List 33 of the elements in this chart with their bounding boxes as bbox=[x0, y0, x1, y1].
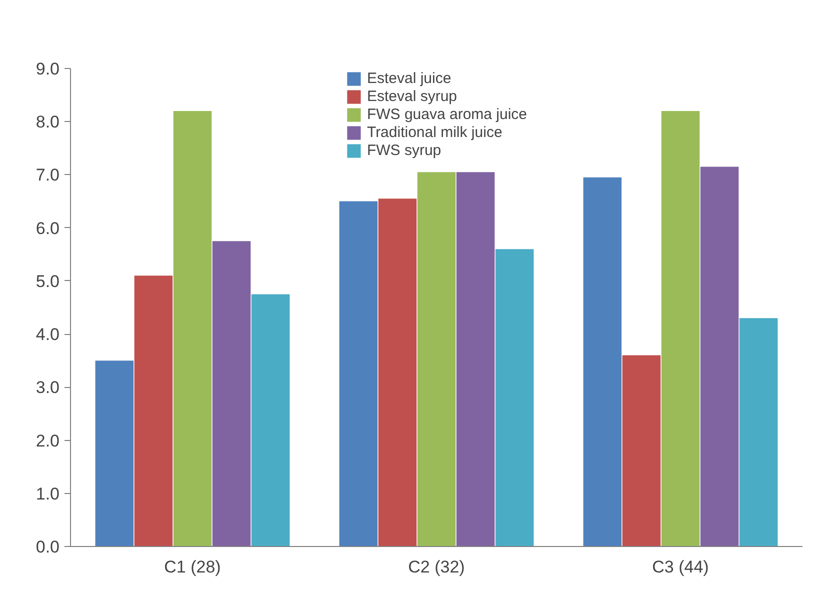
legend-label: Traditional milk juice bbox=[366, 124, 502, 141]
y-tick-label: 5.0 bbox=[36, 272, 60, 291]
y-tick-label: 2.0 bbox=[36, 431, 60, 450]
bar bbox=[583, 177, 622, 546]
legend-label: FWS guava aroma juice bbox=[366, 106, 528, 123]
legend-label: Esteval juice bbox=[366, 70, 452, 87]
x-tick-label: C3 (44) bbox=[652, 558, 709, 576]
x-tick-label: C1 (28) bbox=[164, 558, 221, 576]
y-tick-label: 3.0 bbox=[36, 378, 60, 398]
bar bbox=[622, 355, 661, 546]
bar bbox=[134, 276, 173, 546]
y-tick-label: 0.0 bbox=[36, 538, 60, 556]
bar bbox=[417, 172, 456, 546]
bar bbox=[173, 110, 212, 546]
bar bbox=[700, 166, 739, 546]
bar bbox=[251, 294, 290, 546]
y-tick-label: 7.0 bbox=[36, 166, 60, 185]
bar bbox=[212, 241, 251, 546]
y-tick-label: 1.0 bbox=[36, 484, 60, 504]
y-tick-label: 9.0 bbox=[36, 60, 60, 78]
y-tick-label: 6.0 bbox=[36, 218, 60, 238]
bar bbox=[456, 172, 495, 546]
bar bbox=[661, 110, 700, 546]
bar bbox=[339, 201, 378, 546]
legend-label: Esteval syrup bbox=[366, 88, 458, 105]
bar bbox=[378, 198, 417, 546]
bar bbox=[739, 318, 778, 546]
bar bbox=[95, 360, 134, 546]
legend-label: FWS syrup bbox=[366, 142, 442, 159]
bar bbox=[495, 249, 534, 546]
y-tick-label: 8.0 bbox=[36, 112, 60, 132]
y-tick-label: 4.0 bbox=[36, 325, 60, 344]
x-tick-label: C2 (32) bbox=[408, 558, 465, 576]
